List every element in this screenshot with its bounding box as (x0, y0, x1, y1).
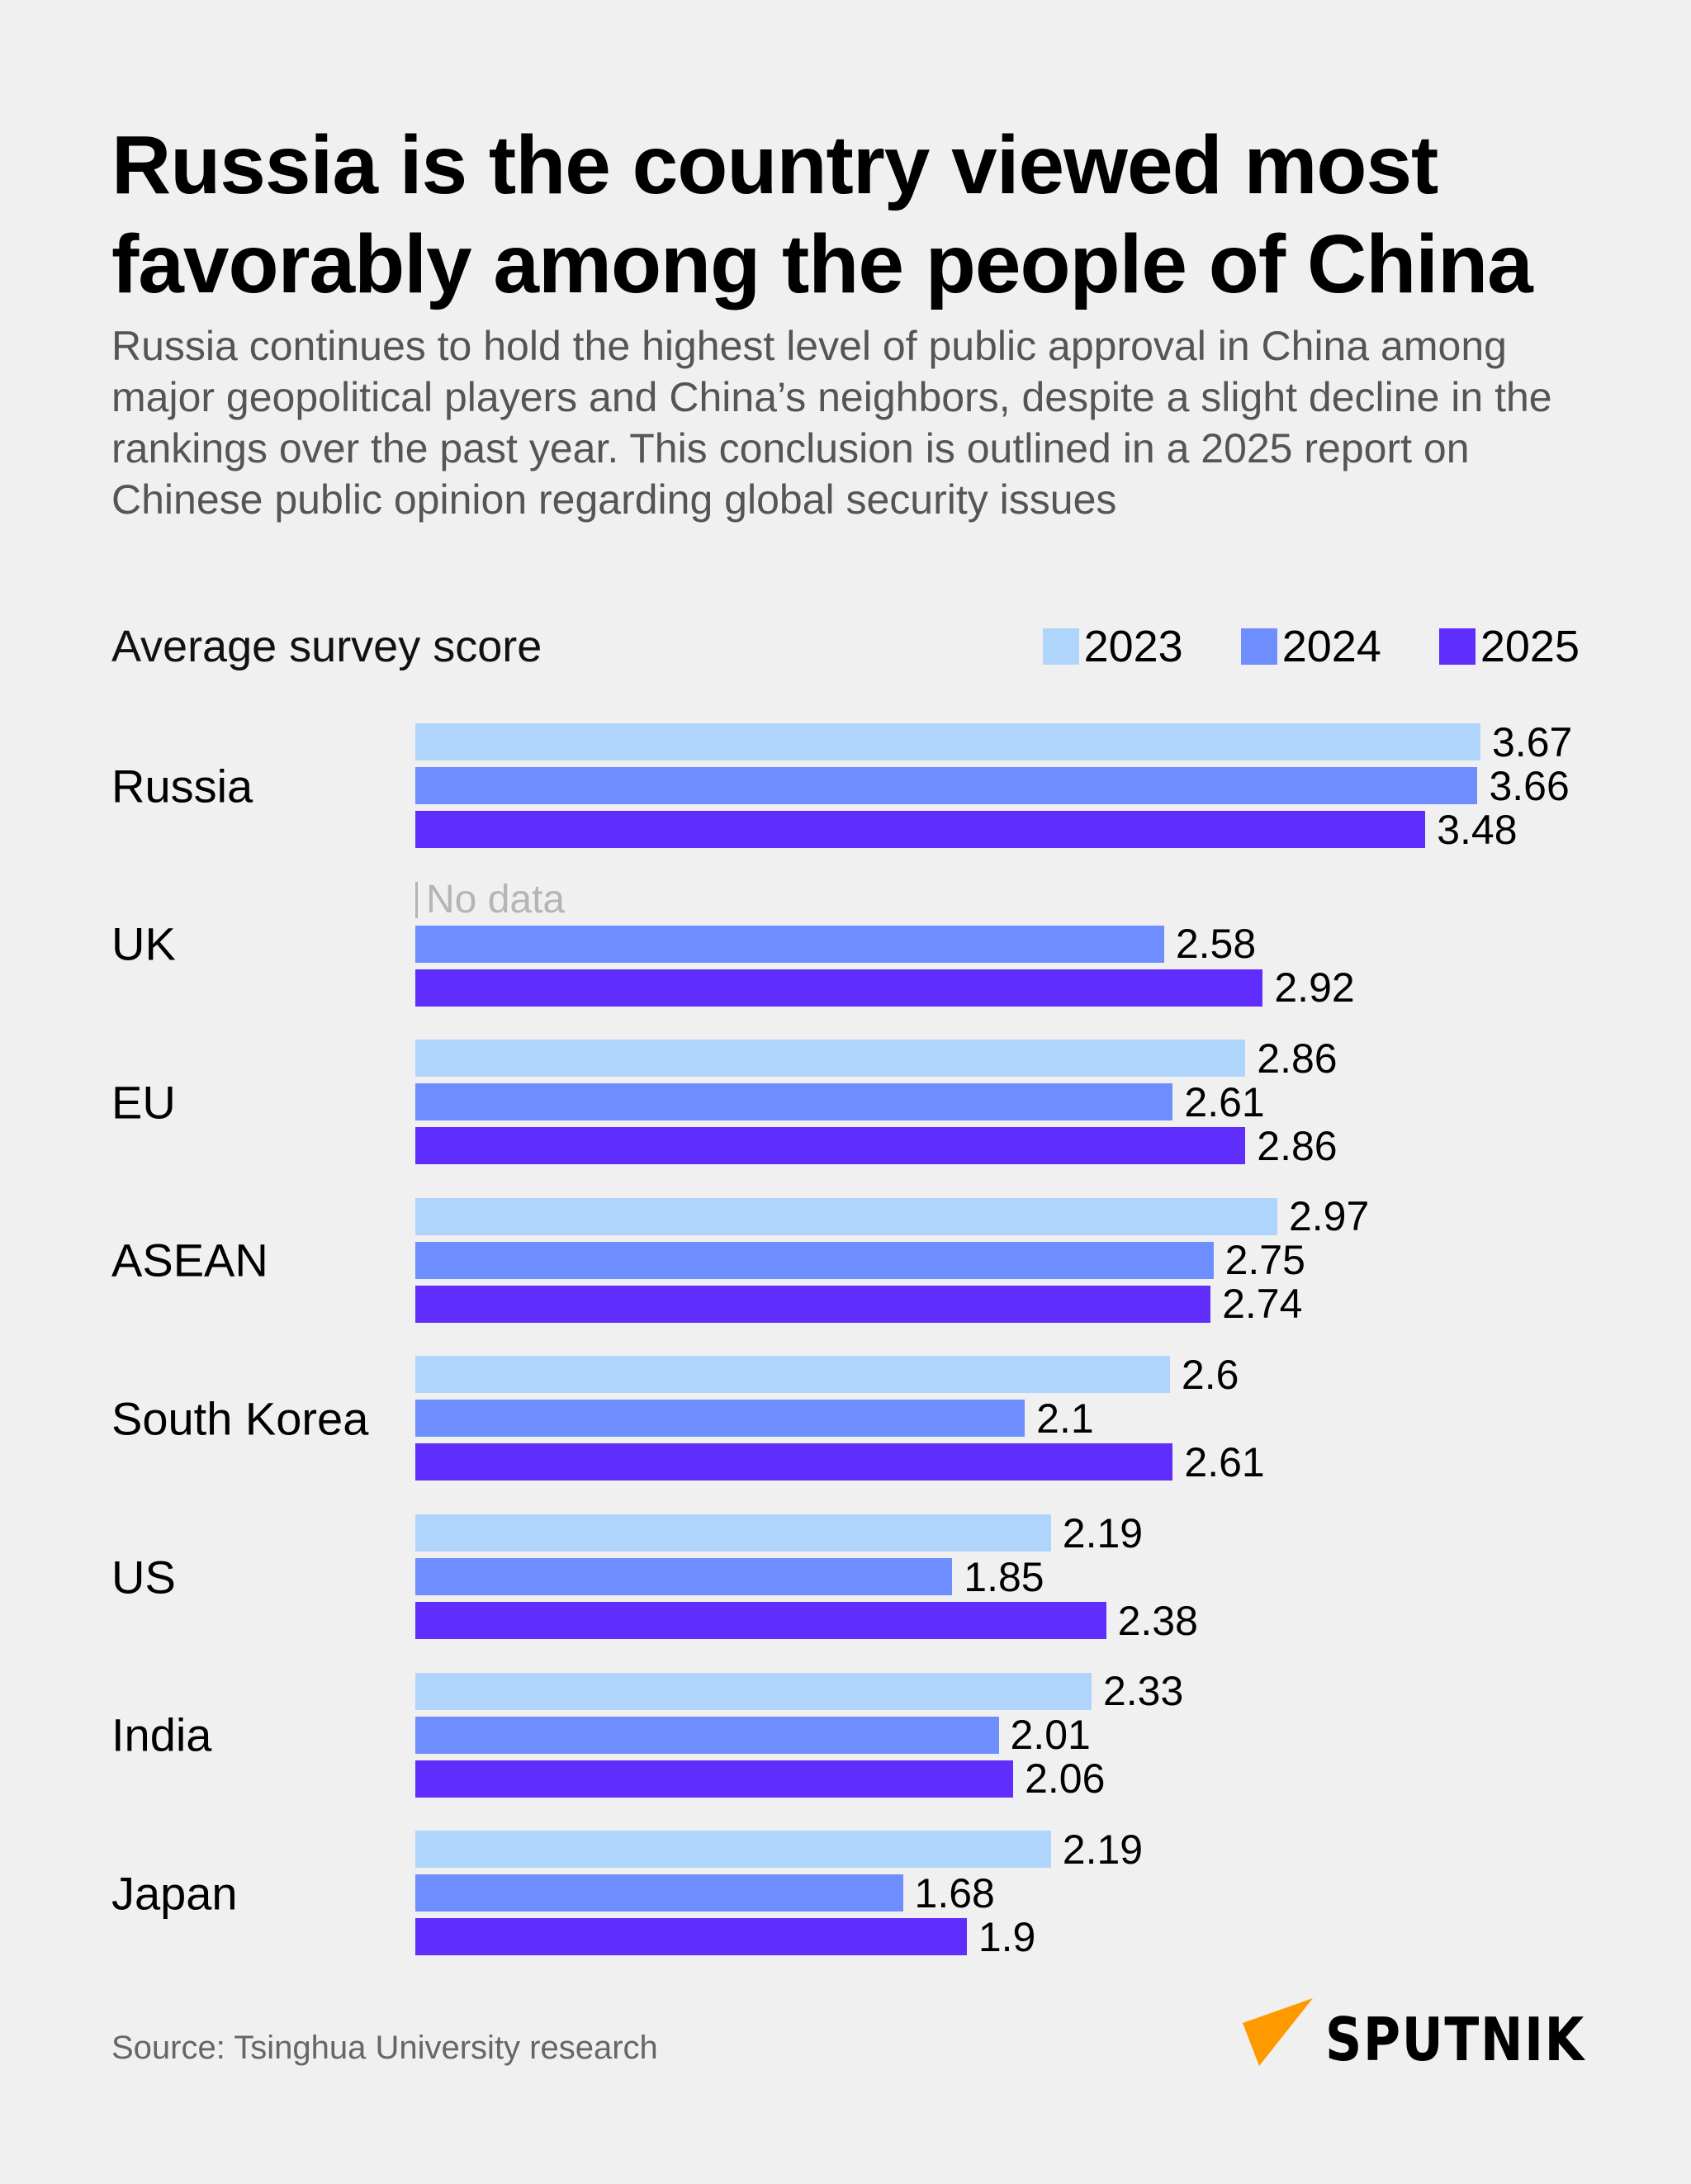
no-data-label: No data (415, 880, 565, 920)
data-label: 2.33 (1102, 1668, 1184, 1715)
data-label: 2.74 (1222, 1281, 1303, 1328)
data-label: 2.61 (1184, 1438, 1265, 1485)
bar-2023 (415, 1514, 1051, 1552)
sputnik-logo-text: SPUTNIK (1325, 2005, 1585, 2073)
legend-label-2024: 2024 (1281, 622, 1381, 671)
category-label: South Korea (111, 1392, 369, 1445)
bar-2025 (415, 1602, 1106, 1639)
category-label: EU (111, 1076, 176, 1129)
data-label: 2.06 (1025, 1755, 1106, 1803)
data-label: 2.01 (1010, 1712, 1091, 1759)
bar-2024 (415, 1558, 953, 1595)
legend-label-2025: 2025 (1480, 622, 1580, 671)
legend-item-2024: 2024 (1240, 621, 1381, 672)
sputnik-logo: SPUTNIK (1243, 1998, 1585, 2073)
bar-2025 (415, 1285, 1211, 1323)
category-label: UK (111, 917, 176, 970)
data-label: 2.19 (1062, 1509, 1144, 1556)
source-note: Source: Tsinghua University research (111, 2030, 658, 2066)
data-label: 2.75 (1224, 1237, 1305, 1284)
data-label: 1.9 (978, 1913, 1036, 1960)
data-label: 3.48 (1437, 806, 1518, 853)
data-label: 1.85 (964, 1553, 1044, 1600)
data-label: 2.6 (1181, 1351, 1239, 1398)
legend-swatch-2024 (1240, 628, 1277, 665)
data-label: 2.61 (1184, 1078, 1265, 1125)
data-label: 3.67 (1492, 718, 1573, 765)
axis-label: Average survey score (111, 622, 542, 671)
bar-2025 (415, 969, 1263, 1007)
chart-subtitle: Russia continues to hold the highest lev… (111, 323, 1552, 523)
legend-item-2023: 2023 (1042, 621, 1183, 672)
category-label: Russia (111, 760, 253, 812)
data-label: 2.86 (1257, 1035, 1338, 1082)
data-label: 2.58 (1175, 921, 1257, 968)
bar-2025 (415, 1443, 1173, 1481)
bar-2025 (415, 1760, 1014, 1798)
bar-2025 (415, 811, 1426, 848)
chart-title: Russia is the country viewed most favora… (111, 119, 1533, 310)
data-label: 2.97 (1288, 1193, 1370, 1240)
bar-2023 (415, 1356, 1170, 1394)
bar-2024 (415, 1716, 999, 1754)
category-label: US (111, 1551, 176, 1603)
data-label: 2.19 (1062, 1826, 1144, 1873)
data-label: 2.1 (1036, 1395, 1094, 1442)
legend: 2023 2024 2025 (1042, 621, 1580, 672)
bar-2023 (415, 1831, 1051, 1869)
bar-2024 (415, 1400, 1025, 1438)
sputnik-logo-icon (1243, 1998, 1313, 2066)
bar-2024 (415, 1874, 903, 1912)
bar-2023 (415, 1672, 1092, 1710)
bar-2024 (415, 767, 1478, 804)
data-label: 2.92 (1274, 964, 1355, 1011)
bar-2023 (415, 1040, 1246, 1078)
bar-2025 (415, 1127, 1246, 1165)
data-label: 1.68 (914, 1869, 995, 1916)
category-label: India (111, 1708, 212, 1761)
bar-2025 (415, 1918, 967, 1956)
legend-swatch-2025 (1438, 628, 1475, 665)
data-label: 2.38 (1117, 1597, 1198, 1644)
bar-2024 (415, 925, 1164, 963)
data-label: 3.66 (1489, 762, 1570, 809)
legend-label-2023: 2023 (1083, 622, 1183, 671)
legend-swatch-2023 (1042, 628, 1079, 665)
category-label: Japan (111, 1867, 238, 1920)
bar-2023 (415, 1197, 1277, 1235)
bar-2024 (415, 1241, 1214, 1279)
data-label: 2.86 (1257, 1122, 1338, 1169)
legend-item-2025: 2025 (1438, 621, 1580, 672)
category-label: ASEAN (111, 1234, 268, 1286)
bar-2023 (415, 723, 1480, 760)
bar-2024 (415, 1083, 1173, 1121)
